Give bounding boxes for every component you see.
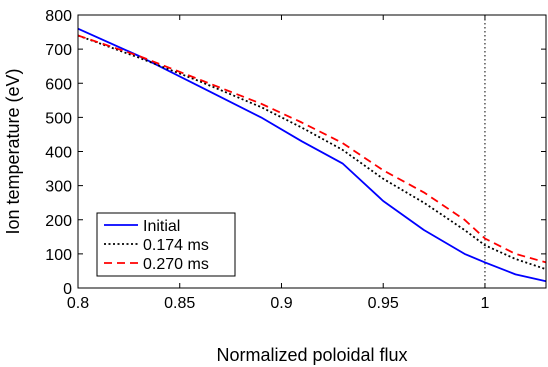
y-tick-label: 500 xyxy=(45,110,72,127)
x-tick-label: 0.95 xyxy=(368,295,399,312)
legend: Initial 0.174 ms 0.270 ms xyxy=(96,212,236,277)
series-line-initial xyxy=(77,27,547,283)
legend-label: Initial xyxy=(143,218,180,235)
y-tick-label: 100 xyxy=(45,247,72,264)
x-axis-ticks: 0.8 0.85 0.9 0.95 1 xyxy=(67,15,490,312)
y-tick-label: 800 xyxy=(45,8,72,25)
y-tick-label: 200 xyxy=(45,213,72,230)
x-tick-label: 0.85 xyxy=(164,295,195,312)
x-axis-title: Normalized poloidal flux xyxy=(216,345,407,365)
y-axis-ticks: 0 100 200 300 400 500 600 700 800 xyxy=(45,8,546,298)
y-tick-label: 300 xyxy=(45,179,72,196)
y-tick-label: 0 xyxy=(63,281,72,298)
y-tick-label: 700 xyxy=(45,42,72,59)
y-tick-label: 400 xyxy=(45,145,72,162)
y-axis-title: Ion temperature (eV) xyxy=(3,68,23,234)
series-line-0-270-ms xyxy=(77,34,547,264)
legend-label: 0.270 ms xyxy=(143,256,209,273)
y-tick-label: 600 xyxy=(45,76,72,93)
series-layer xyxy=(77,27,547,283)
x-tick-label: 0.9 xyxy=(270,295,292,312)
legend-box xyxy=(96,212,236,277)
x-tick-label: 1 xyxy=(481,295,490,312)
legend-label: 0.174 ms xyxy=(143,237,209,254)
x-tick-label: 0.8 xyxy=(67,295,89,312)
